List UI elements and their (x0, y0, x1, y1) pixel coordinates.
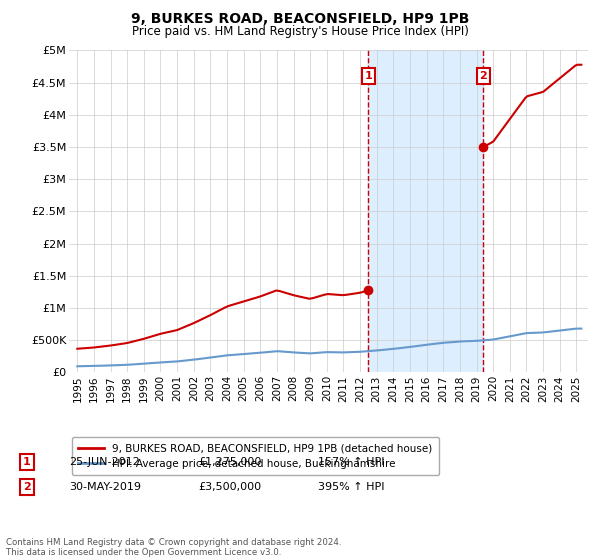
Legend: 9, BURKES ROAD, BEACONSFIELD, HP9 1PB (detached house), HPI: Average price, deta: 9, BURKES ROAD, BEACONSFIELD, HP9 1PB (d… (71, 437, 439, 475)
Text: £3,500,000: £3,500,000 (198, 482, 261, 492)
Text: 2: 2 (23, 482, 31, 492)
Text: 157% ↑ HPI: 157% ↑ HPI (318, 457, 385, 467)
Text: 1: 1 (364, 71, 372, 81)
Text: £1,275,000: £1,275,000 (198, 457, 262, 467)
Text: 25-JUN-2012: 25-JUN-2012 (69, 457, 140, 467)
Bar (368, 50, 484, 372)
Text: 1: 1 (23, 457, 31, 467)
Text: 9, BURKES ROAD, BEACONSFIELD, HP9 1PB: 9, BURKES ROAD, BEACONSFIELD, HP9 1PB (131, 12, 469, 26)
Text: Price paid vs. HM Land Registry's House Price Index (HPI): Price paid vs. HM Land Registry's House … (131, 25, 469, 38)
Text: Contains HM Land Registry data © Crown copyright and database right 2024.
This d: Contains HM Land Registry data © Crown c… (6, 538, 341, 557)
Text: 2: 2 (479, 71, 487, 81)
Text: 30-MAY-2019: 30-MAY-2019 (69, 482, 141, 492)
Text: 395% ↑ HPI: 395% ↑ HPI (318, 482, 385, 492)
